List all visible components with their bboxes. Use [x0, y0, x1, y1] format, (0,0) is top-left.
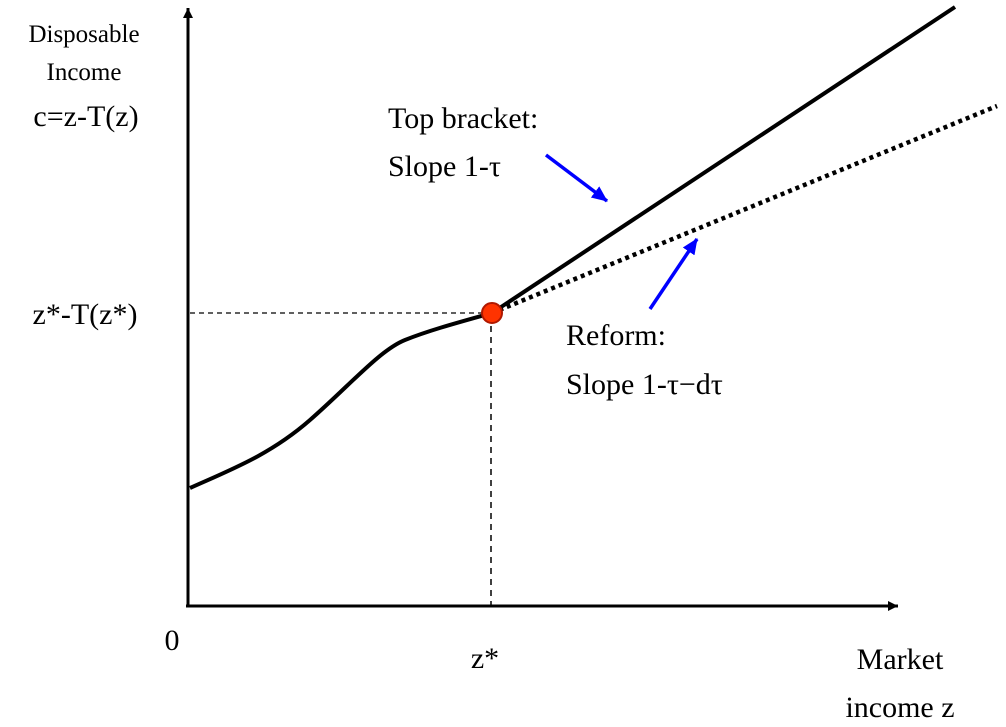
y-axis-title-line1: Disposable: [28, 21, 139, 48]
top-bracket-arrow: [544, 153, 609, 203]
reform-label-line2: Slope 1-τ−dτ: [566, 368, 723, 401]
x-marker-label: z*: [471, 642, 499, 675]
reform-label-line1: Reform:: [566, 319, 666, 352]
budget-curve: [189, 311, 493, 490]
reform-arrow: [648, 238, 699, 310]
reform-dotted-line: [491, 103, 998, 316]
top-bracket-label-line2: Slope 1-τ: [388, 150, 501, 183]
y-axis-formula: c=z-T(z): [33, 100, 138, 133]
top-bracket-line: [490, 5, 957, 315]
top-bracket-label-line1: Top bracket:: [388, 102, 538, 135]
x-axis-title-line2: income z: [845, 691, 954, 724]
origin-label: 0: [165, 624, 180, 657]
y-axis-title-line2: Income: [47, 59, 122, 86]
x-axis-title-line1: Market: [857, 643, 944, 676]
y-marker-label: z*-T(z*): [33, 298, 138, 331]
kink-point: [481, 302, 503, 324]
